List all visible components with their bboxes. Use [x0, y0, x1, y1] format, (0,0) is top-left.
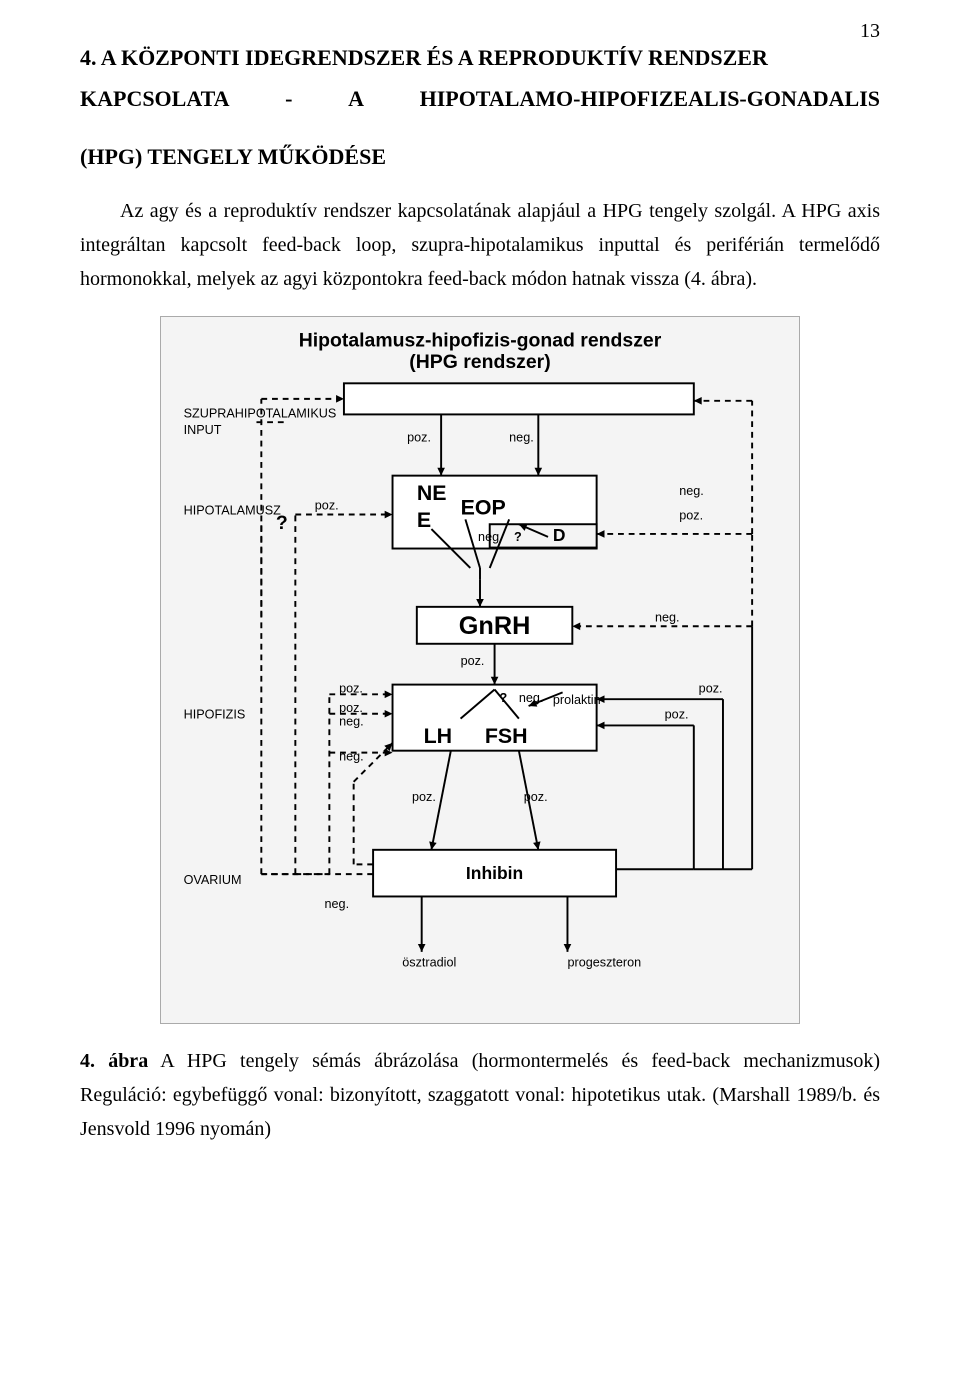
- svg-text:neg.: neg.: [478, 530, 503, 544]
- svg-text:HIPOTALAMUSZ: HIPOTALAMUSZ: [184, 504, 282, 518]
- svg-text:poz.: poz.: [412, 791, 436, 805]
- svg-text:D: D: [553, 525, 566, 545]
- svg-text:INPUT: INPUT: [184, 423, 222, 437]
- caption-bold: 4. ábra: [80, 1050, 148, 1072]
- heading-word-3: A: [348, 81, 364, 116]
- svg-text:?: ?: [276, 512, 288, 534]
- figure-hpg-diagram: Hipotalamusz-hipofizis-gonad rendszer(HP…: [160, 316, 800, 1024]
- svg-text:neg.: neg.: [339, 715, 364, 729]
- svg-text:neg.: neg.: [509, 431, 534, 445]
- svg-text:poz.: poz.: [339, 682, 363, 696]
- svg-text:(HPG rendszer): (HPG rendszer): [409, 351, 550, 373]
- svg-text:poz.: poz.: [407, 431, 431, 445]
- paragraph-1: Az agy és a reproduktív rendszer kapcsol…: [80, 194, 880, 296]
- svg-text:neg.: neg.: [339, 750, 364, 764]
- heading-line-2: KAPCSOLATA - A HIPOTALAMO-HIPOFIZEALIS-G…: [80, 81, 880, 116]
- svg-text:OVARIUM: OVARIUM: [184, 873, 242, 887]
- svg-text:LH: LH: [424, 724, 453, 748]
- svg-text:E: E: [417, 509, 431, 533]
- svg-text:poz.: poz.: [461, 655, 485, 669]
- hpg-svg: Hipotalamusz-hipofizis-gonad rendszer(HP…: [169, 325, 791, 1015]
- caption-text: A HPG tengely sémás ábrázolása (hormonte…: [80, 1050, 880, 1140]
- svg-text:Inhibin: Inhibin: [466, 863, 523, 883]
- svg-text:neg.: neg.: [679, 484, 704, 498]
- heading-word-1: KAPCSOLATA: [80, 81, 230, 116]
- svg-text:poz.: poz.: [524, 791, 548, 805]
- svg-text:poz.: poz.: [315, 499, 339, 513]
- svg-text:EOP: EOP: [461, 496, 506, 520]
- svg-text:poz.: poz.: [665, 708, 689, 722]
- figure-caption: 4. ábra A HPG tengely sémás ábrázolása (…: [80, 1044, 880, 1146]
- svg-text:ösztradiol: ösztradiol: [402, 956, 456, 970]
- page-number: 13: [860, 20, 880, 43]
- svg-text:poz.: poz.: [679, 509, 703, 523]
- heading-word-2: -: [285, 81, 292, 116]
- svg-text:SZUPRAHIPOTALAMIKUS: SZUPRAHIPOTALAMIKUS: [184, 407, 337, 421]
- svg-text:poz.: poz.: [339, 701, 363, 715]
- svg-text:HIPOFIZIS: HIPOFIZIS: [184, 708, 246, 722]
- svg-text:neg.: neg.: [325, 898, 350, 912]
- svg-text:poz.: poz.: [699, 682, 723, 696]
- svg-text:?: ?: [514, 530, 522, 544]
- svg-text:neg.: neg.: [655, 611, 680, 625]
- svg-text:Hipotalamusz-hipofizis-gonad r: Hipotalamusz-hipofizis-gonad rendszer: [299, 330, 662, 352]
- svg-text:progeszteron: progeszteron: [567, 956, 641, 970]
- heading-line-3: (HPG) TENGELY MŰKÖDÉSE: [80, 144, 880, 170]
- svg-text:neg.: neg.: [519, 691, 544, 705]
- svg-text:FSH: FSH: [485, 724, 528, 748]
- svg-text:prolaktin: prolaktin: [553, 693, 601, 707]
- heading-word-4: HIPOTALAMO-HIPOFIZEALIS-GONADALIS: [420, 81, 880, 116]
- svg-text:GnRH: GnRH: [459, 612, 531, 640]
- svg-text:NE: NE: [417, 481, 447, 505]
- heading-line-1: 4. A KÖZPONTI IDEGRENDSZER ÉS A REPRODUK…: [80, 40, 880, 75]
